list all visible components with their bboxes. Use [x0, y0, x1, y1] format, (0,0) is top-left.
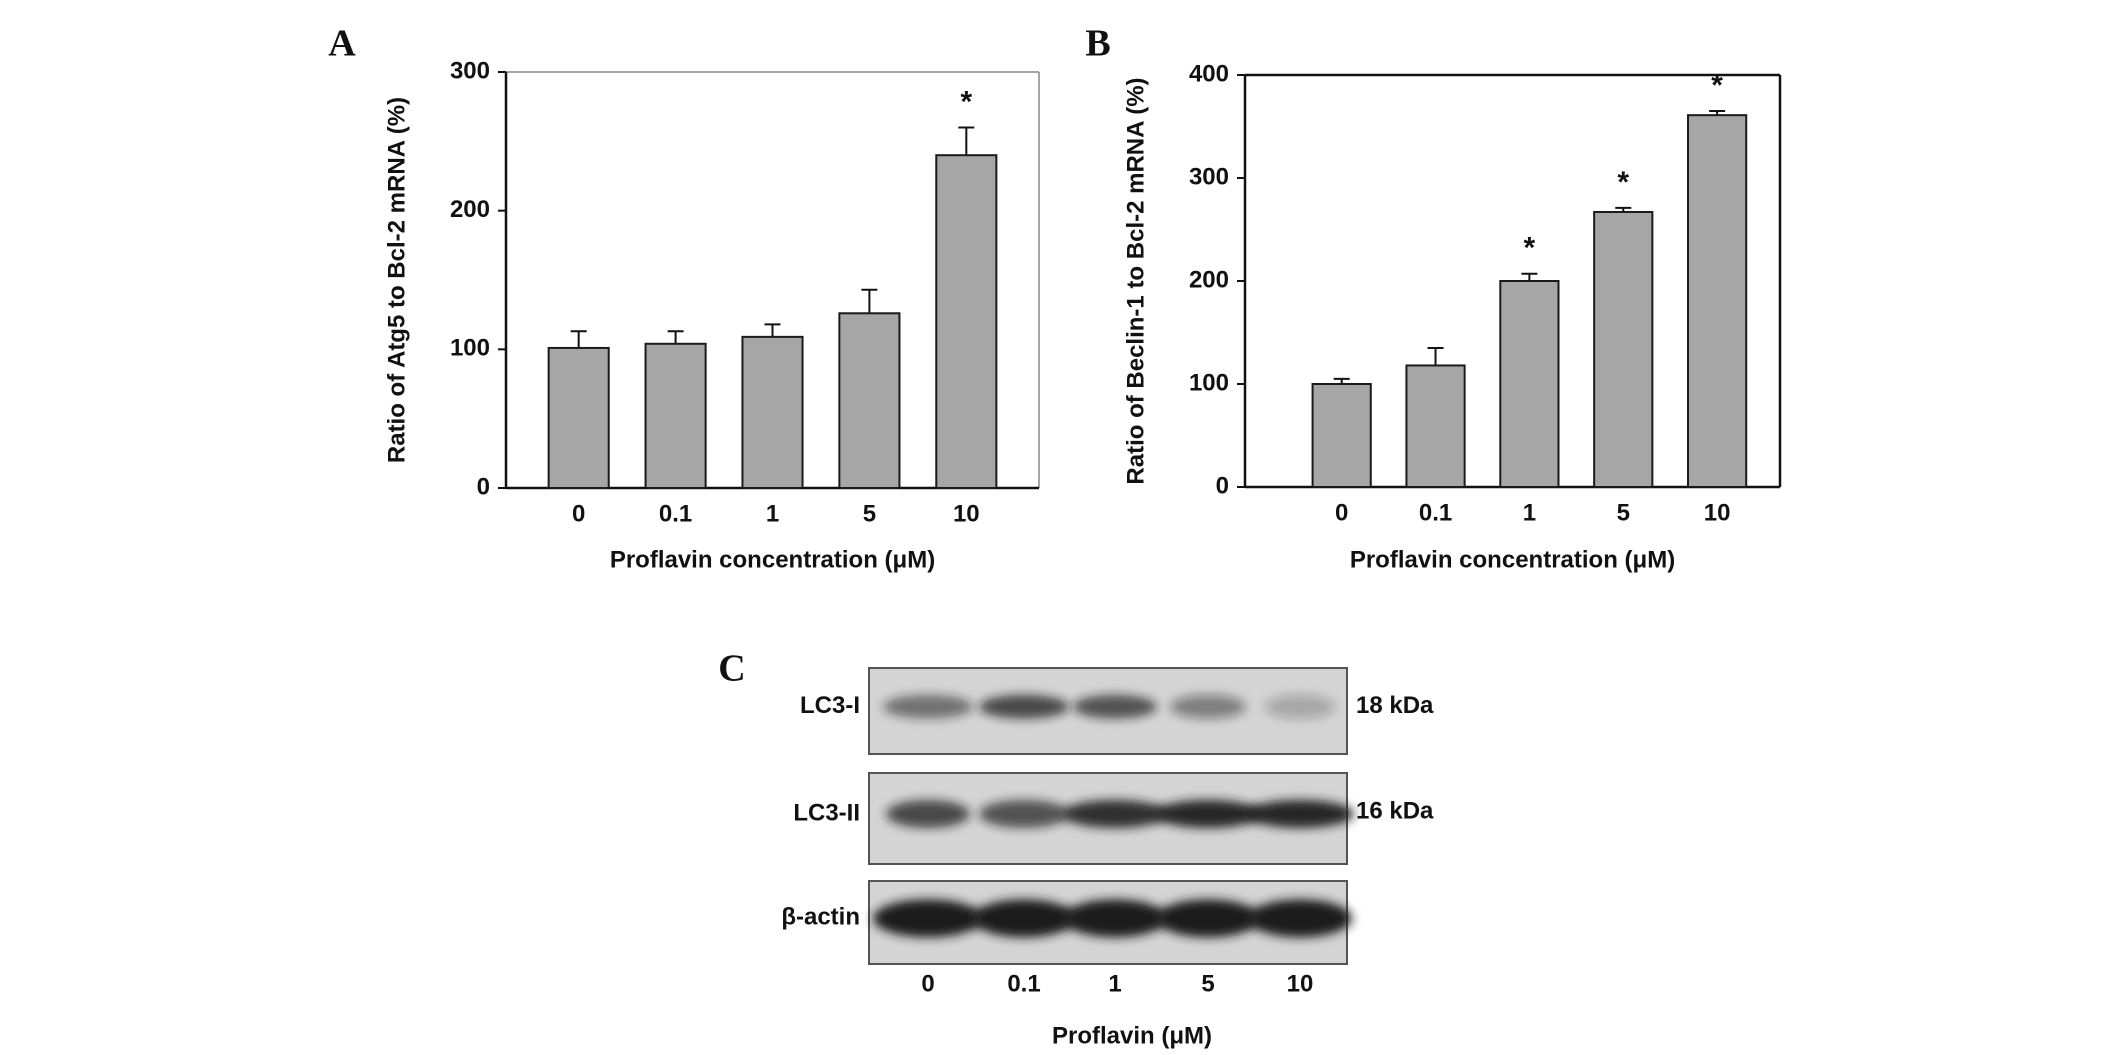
panel-label: B [1085, 23, 1110, 65]
lane-label: 1 [1108, 970, 1121, 997]
bar [1311, 383, 1372, 488]
panel-label: C [718, 648, 745, 690]
panel-label: A [328, 23, 356, 65]
bar [1405, 364, 1466, 488]
lane-label: 0 [921, 970, 934, 997]
blot-band [886, 799, 970, 828]
blot-band [1248, 899, 1352, 938]
bar [644, 342, 707, 489]
blot-band [979, 799, 1069, 828]
significance-mark: * [1524, 232, 1536, 265]
x-tick-label: 5 [863, 500, 876, 527]
x-tick-label: 1 [1523, 499, 1536, 526]
blot-band [1246, 799, 1354, 828]
y-tick-label: 0 [477, 473, 490, 500]
blot-band [1063, 899, 1167, 938]
y-axis-title: Ratio of Beclin-1 to Bcl-2 mRNA (%) [1122, 77, 1149, 484]
x-tick-label: 10 [1704, 499, 1731, 526]
y-tick-label: 100 [450, 335, 490, 362]
blot-row-label: LC3-II [793, 799, 860, 826]
blot-band [1073, 694, 1157, 719]
blot-row-label: LC3-I [800, 692, 860, 719]
x-tick-label: 1 [766, 500, 779, 527]
y-tick-label: 400 [1189, 60, 1229, 87]
bar [1593, 210, 1654, 489]
x-tick-label: 0 [572, 500, 585, 527]
blot-band [873, 899, 983, 938]
blot-band [883, 694, 973, 719]
significance-mark: * [1711, 69, 1723, 102]
lane-label: 10 [1287, 970, 1314, 997]
y-tick-label: 300 [450, 57, 490, 84]
significance-mark: * [960, 85, 972, 118]
blot-x-title: Proflavin (μM) [1052, 1022, 1212, 1049]
lane-label: 0.1 [1007, 970, 1040, 997]
lane-label: 5 [1201, 970, 1214, 997]
bar [1499, 280, 1560, 488]
x-tick-label: 0.1 [1419, 499, 1452, 526]
x-tick-label: 5 [1617, 499, 1630, 526]
bar [547, 346, 610, 489]
significance-mark: * [1617, 166, 1629, 199]
blot-band [979, 694, 1069, 719]
y-axis-title: Ratio of Atg5 to Bcl-2 mRNA (%) [383, 97, 410, 463]
blot-size-label: 18 kDa [1356, 692, 1434, 719]
bar [838, 312, 901, 489]
blot-band [1062, 799, 1168, 828]
x-axis-title: Proflavin concentration (μM) [610, 546, 935, 573]
y-tick-label: 0 [1216, 472, 1229, 499]
blot-band [1156, 899, 1260, 938]
blot-band [1170, 694, 1246, 719]
y-tick-label: 100 [1189, 369, 1229, 396]
blot-band [1155, 799, 1261, 828]
blot-row-label: β-actin [781, 904, 860, 931]
y-tick-label: 200 [1189, 266, 1229, 293]
x-tick-label: 10 [953, 500, 980, 527]
y-tick-label: 300 [1189, 163, 1229, 190]
blot-size-label: 16 kDa [1356, 797, 1434, 824]
bar [1687, 114, 1748, 488]
bar [741, 335, 804, 489]
bar [935, 154, 998, 489]
x-axis-title: Proflavin concentration (μM) [1350, 546, 1675, 573]
x-tick-label: 0 [1335, 499, 1348, 526]
y-tick-label: 200 [450, 196, 490, 223]
blot-band [1265, 694, 1335, 719]
x-tick-label: 0.1 [659, 500, 692, 527]
blot-band [972, 899, 1076, 938]
